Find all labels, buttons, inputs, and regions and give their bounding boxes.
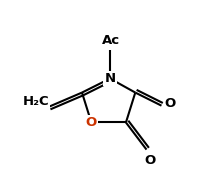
Text: N: N — [104, 72, 115, 85]
Text: Ac: Ac — [101, 34, 119, 47]
Text: O: O — [85, 116, 96, 129]
Text: O: O — [164, 97, 175, 110]
Text: O: O — [144, 154, 155, 167]
Text: H₂C: H₂C — [23, 95, 49, 108]
